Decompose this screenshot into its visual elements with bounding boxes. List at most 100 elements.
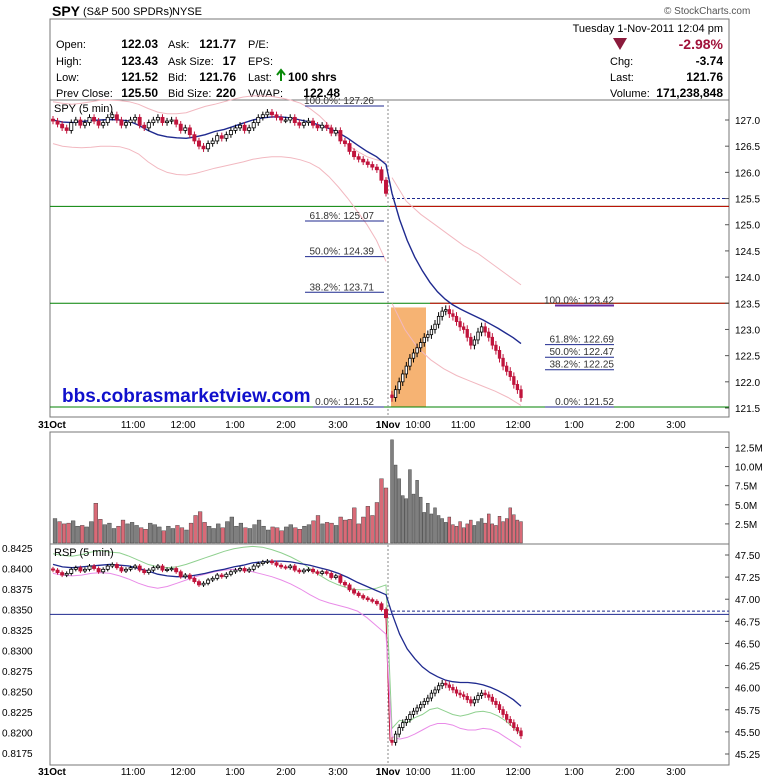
volume-bar [297, 529, 302, 544]
price-x-tick-label: 1:00 [564, 420, 584, 431]
rsp-candle [365, 597, 370, 601]
volume-bar [225, 521, 230, 544]
prev-close-label: Prev Close: [56, 88, 113, 100]
rsp-candle [342, 582, 347, 586]
rsp-candle [315, 571, 320, 574]
price-y-tick-label: 122.0 [735, 378, 760, 389]
price-y-tick-label: 126.5 [735, 142, 760, 153]
rsp-candle [219, 574, 224, 578]
price-candle [458, 321, 462, 328]
price-candle [356, 156, 361, 160]
rsp-candle [233, 569, 238, 573]
volume-bar [243, 527, 248, 544]
rsp-x-tick-label: 2:00 [615, 767, 635, 778]
price-candle [365, 161, 370, 165]
bid-label: Bid: [168, 72, 187, 84]
site-watermark: bbs.cobrasmarketview.com [62, 386, 311, 407]
volume-bar [157, 526, 162, 544]
rsp-candle [512, 722, 516, 728]
price-candle [333, 130, 338, 134]
symbol: SPY [52, 3, 81, 19]
rsp-candle [479, 692, 484, 697]
rsp-left-y-tick-label: 0.8250 [2, 688, 33, 699]
price-candle [512, 376, 516, 385]
rsp-candle [92, 565, 97, 569]
ask-size-value: 17 [223, 54, 237, 68]
price-candle [436, 315, 441, 325]
volume-bar [508, 507, 512, 544]
price-candle [219, 135, 224, 139]
rsp-candle [206, 579, 211, 584]
rsp-left-y-tick-label: 0.8425 [2, 544, 33, 555]
quote-fields: Open: 122.03 High: 123.43 Low: 121.52 Pr… [56, 23, 724, 100]
volume-bar [93, 503, 98, 544]
price-candle [92, 116, 97, 122]
rsp-candle [187, 574, 192, 579]
volume-bar [343, 519, 348, 544]
volume-bar [75, 525, 80, 544]
rsp-candle [169, 568, 174, 571]
volume-bar [383, 487, 389, 544]
price-candle [433, 323, 437, 330]
volume-label: Volume: [610, 88, 650, 100]
price-candle [447, 309, 451, 315]
price-candle [69, 122, 74, 131]
high-value: 123.43 [121, 54, 158, 68]
rsp-candle [515, 727, 520, 732]
volume-bar [80, 525, 85, 544]
rsp-candle [465, 696, 469, 701]
rsp-panel-title: RSP (5 min) [54, 547, 114, 559]
price-candle [228, 130, 233, 136]
volume-bar [447, 516, 452, 544]
rsp-right-y-tick-label: 45.75 [735, 706, 760, 717]
volume-bar [512, 514, 516, 544]
rsp-left-y-tick-label: 0.8175 [2, 749, 33, 760]
price-candle [306, 120, 311, 124]
price-x-tick-label: 1:00 [225, 420, 245, 431]
price-candle [196, 140, 201, 147]
rsp-candle [379, 603, 384, 610]
volume-bar [465, 523, 469, 544]
volume-bar [479, 518, 484, 544]
price-x-tick-label: 2:00 [276, 420, 296, 431]
price-x-tick-label: 10:00 [405, 420, 430, 431]
price-candle [260, 114, 265, 118]
rsp-candle [51, 568, 55, 571]
volume-bar [275, 527, 280, 544]
price-y-tick-label: 124.5 [735, 247, 760, 258]
volume-bar [404, 498, 409, 544]
rsp-candle [301, 569, 306, 573]
price-candle [501, 357, 505, 367]
rsp-candle [55, 569, 60, 574]
rsp-candle [251, 565, 256, 570]
volume-bar [302, 525, 307, 544]
volume-bar [324, 522, 330, 544]
prev-close-value: 125.50 [121, 86, 158, 100]
volume-bar [393, 464, 398, 544]
volume-bar [415, 480, 419, 544]
volume-bar [444, 522, 448, 544]
volume-bar [454, 525, 459, 544]
rsp-candle [352, 589, 357, 594]
price-x-tick-label: 3:00 [328, 420, 348, 431]
rsp-right-y-tick-label: 46.00 [735, 684, 760, 695]
rsp-candle [519, 730, 523, 737]
rsp-candle [192, 577, 197, 583]
rsp-candle [215, 574, 220, 579]
volume-y-tick-label: 2.5M [735, 520, 757, 531]
price-candle [347, 143, 352, 152]
volume-bar [148, 522, 153, 544]
volume-bar [374, 502, 380, 544]
price-candle [508, 370, 512, 377]
price-candle [419, 342, 423, 349]
rsp-candle [494, 700, 498, 706]
price-candle [274, 114, 279, 118]
volume-bar [107, 522, 112, 544]
price-candle [505, 365, 509, 372]
price-candle [379, 169, 384, 181]
rsp-candle [174, 568, 179, 573]
price-candle [390, 394, 394, 398]
volume-bar [111, 528, 117, 544]
rsp-candle [426, 697, 430, 702]
